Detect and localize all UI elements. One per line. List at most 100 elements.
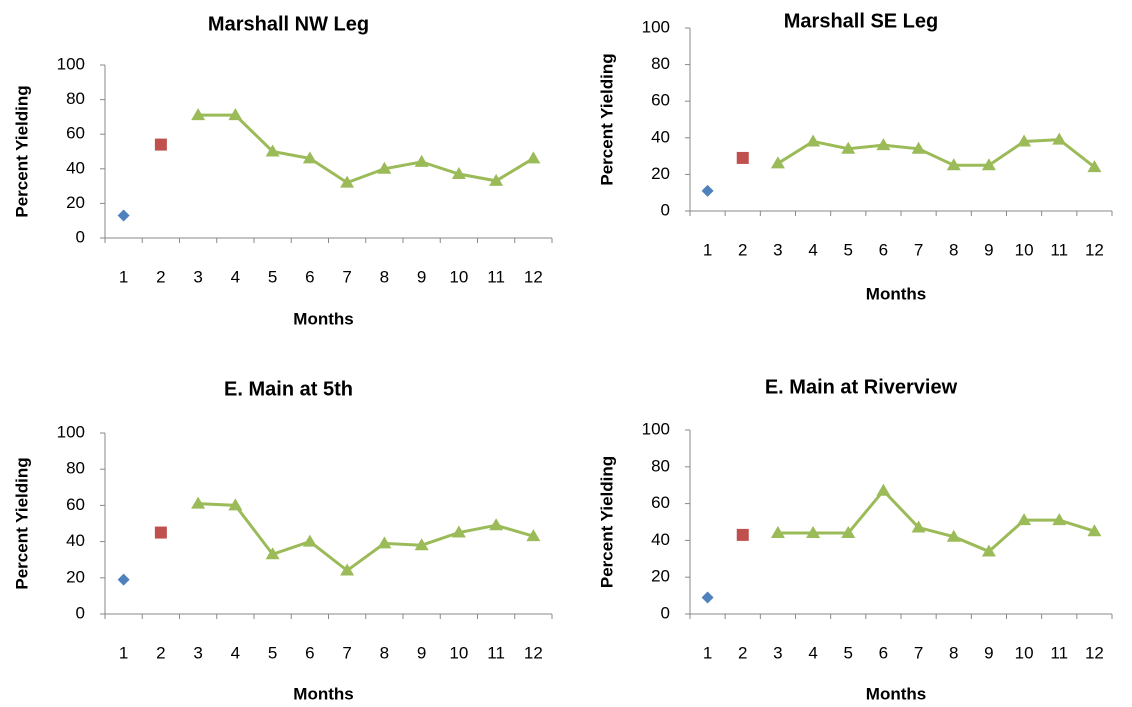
- y-tick-label: 80: [66, 459, 85, 478]
- x-tick-label: 10: [449, 267, 468, 286]
- x-tick-label: 6: [305, 267, 314, 286]
- y-tick-label: 0: [661, 603, 670, 622]
- x-tick-label: 2: [738, 240, 747, 259]
- marker: [1052, 132, 1067, 145]
- y-tick-label: 60: [66, 495, 85, 514]
- marker: [876, 138, 891, 151]
- marker: [770, 526, 785, 539]
- x-tick-label: 10: [1015, 643, 1034, 662]
- y-axis-title: Percent Yielding: [12, 85, 31, 217]
- x-axis-title: Months: [866, 284, 926, 303]
- y-tick-label: 100: [57, 54, 85, 73]
- y-tick-label: 0: [76, 603, 85, 622]
- marker: [701, 591, 714, 604]
- x-tick-label: 11: [487, 643, 505, 662]
- x-tick-label: 2: [156, 267, 165, 286]
- x-tick-label: 7: [342, 267, 351, 286]
- y-tick-label: 0: [76, 227, 85, 246]
- y-tick-label: 0: [661, 200, 670, 219]
- x-tick-label: 6: [305, 643, 314, 662]
- marker: [451, 166, 466, 179]
- y-axis-title: Percent Yielding: [12, 457, 31, 589]
- marker: [911, 141, 926, 154]
- marker: [302, 151, 317, 164]
- marker: [770, 156, 785, 169]
- marker: [117, 209, 130, 222]
- marker: [377, 161, 392, 174]
- marker: [377, 536, 392, 549]
- y-tick-label: 60: [651, 493, 670, 512]
- chart-title: E. Main at Riverview: [765, 376, 958, 398]
- chart-title: E. Main at 5th: [224, 378, 353, 400]
- x-tick-label: 3: [773, 643, 782, 662]
- marker: [265, 547, 280, 560]
- x-tick-label: 6: [879, 643, 888, 662]
- x-tick-label: 6: [879, 240, 888, 259]
- x-tick-label: 3: [193, 267, 202, 286]
- marker: [526, 151, 541, 164]
- x-tick-label: 3: [773, 240, 782, 259]
- x-tick-label: 7: [914, 240, 923, 259]
- marker: [841, 526, 856, 539]
- x-tick-label: 1: [703, 240, 712, 259]
- marker: [911, 520, 926, 533]
- x-tick-label: 1: [119, 643, 128, 662]
- y-tick-label: 60: [651, 91, 670, 110]
- marker: [191, 496, 206, 509]
- x-tick-label: 7: [914, 643, 923, 662]
- marker: [191, 108, 206, 121]
- x-tick-label: 1: [119, 267, 128, 286]
- x-tick-label: 4: [808, 643, 817, 662]
- y-tick-label: 20: [651, 567, 670, 586]
- y-tick-label: 100: [57, 422, 85, 441]
- marker: [946, 529, 961, 542]
- marker: [340, 563, 355, 576]
- y-tick-label: 80: [651, 54, 670, 73]
- y-axis-title: Percent Yielding: [597, 456, 616, 588]
- x-tick-label: 8: [380, 267, 389, 286]
- x-tick-label: 10: [449, 643, 468, 662]
- series-line: [777, 488, 1095, 554]
- marker: [154, 526, 167, 539]
- series-line: [198, 502, 534, 573]
- x-tick-label: 11: [1050, 240, 1068, 259]
- x-tick-label: 4: [231, 643, 240, 662]
- chart-title: Marshall SE Leg: [784, 10, 939, 32]
- x-tick-label: 1: [703, 643, 712, 662]
- marker: [1017, 513, 1032, 526]
- marker: [1052, 513, 1067, 526]
- marker: [841, 141, 856, 154]
- marker: [154, 138, 167, 151]
- x-tick-label: 5: [268, 267, 277, 286]
- y-tick-label: 20: [651, 164, 670, 183]
- x-tick-label: 12: [524, 643, 543, 662]
- x-tick-label: 9: [417, 267, 426, 286]
- x-tick-label: 12: [1085, 643, 1104, 662]
- y-tick-label: 100: [642, 17, 670, 36]
- marker: [876, 483, 891, 496]
- y-tick-label: 20: [66, 567, 85, 586]
- marker: [806, 134, 821, 147]
- y-tick-label: 40: [66, 158, 85, 177]
- marker: [489, 173, 504, 186]
- marker: [946, 158, 961, 171]
- x-tick-label: 2: [156, 643, 165, 662]
- x-tick-label: 12: [524, 267, 543, 286]
- x-tick-label: 5: [268, 643, 277, 662]
- x-tick-label: 5: [844, 643, 853, 662]
- y-tick-label: 40: [651, 127, 670, 146]
- marker: [228, 498, 243, 511]
- y-tick-label: 80: [66, 89, 85, 108]
- y-tick-label: 40: [651, 530, 670, 549]
- x-tick-label: 8: [949, 240, 958, 259]
- x-tick-label: 3: [193, 643, 202, 662]
- marker: [340, 175, 355, 188]
- x-tick-label: 4: [231, 267, 240, 286]
- marker: [736, 528, 749, 541]
- marker: [1017, 134, 1032, 147]
- x-tick-label: 8: [380, 643, 389, 662]
- marker: [265, 144, 280, 157]
- marker: [1087, 160, 1102, 173]
- x-axis-title: Months: [293, 684, 353, 703]
- x-tick-label: 9: [984, 643, 993, 662]
